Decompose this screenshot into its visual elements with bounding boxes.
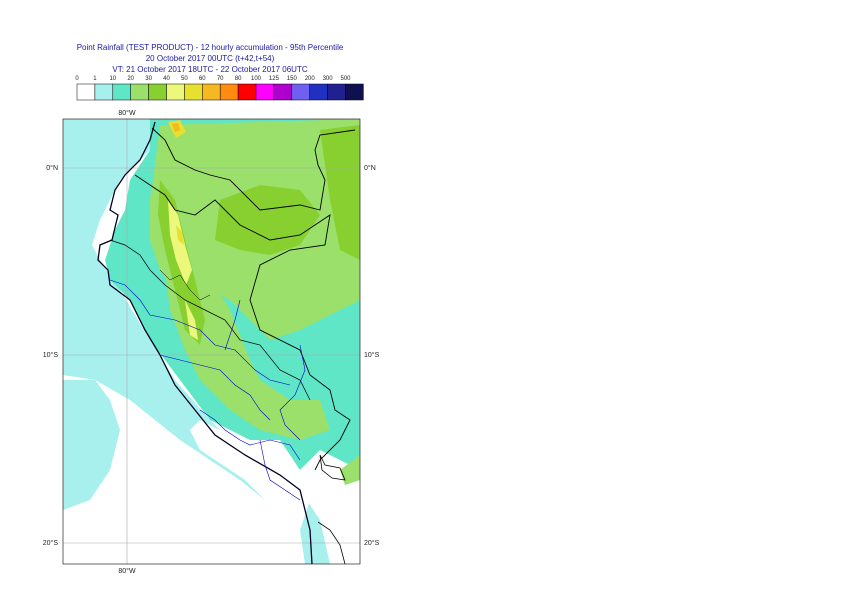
legend-tick-label: 80	[235, 76, 242, 82]
country-border	[151, 127, 356, 211]
ocean-rain-area	[63, 380, 120, 510]
heavier-rain-area	[320, 125, 360, 260]
ocean-rain-area	[63, 125, 120, 165]
country-border	[317, 521, 346, 564]
color-scale-legend: 0 1 10 20 30 40 50 60 70 80 100 125 150 200 300 500	[75, 76, 364, 101]
lat-label-20s: 20°S	[43, 539, 59, 547]
lake-titicaca	[319, 454, 346, 481]
lat-label-10s-right: 10°S	[364, 351, 380, 359]
heavy-rain-cell	[176, 225, 184, 245]
legend-tick-label: 500	[340, 76, 351, 82]
legend-tick-label: 20	[127, 76, 134, 82]
lon-label-top: 80°W	[118, 109, 136, 117]
legend-tick-label: 100	[251, 76, 262, 82]
coastline	[97, 121, 313, 564]
extreme-rain-cell	[172, 123, 180, 132]
legend-tick-label: 125	[269, 76, 280, 82]
legend-tick-label: 300	[323, 76, 334, 82]
map-frame	[62, 118, 361, 565]
lat-label-0n: 0°N	[46, 164, 58, 172]
region-border	[224, 299, 241, 351]
map-fill-layer	[63, 119, 360, 564]
moderate-rain-area	[340, 455, 360, 485]
lon-label-bottom: 80°W	[118, 567, 136, 575]
heavy-rain-cell	[185, 300, 198, 340]
dry-area	[190, 420, 330, 564]
moderate-rain-area	[165, 240, 330, 440]
legend-tick-label: 1	[93, 76, 97, 82]
legend-tick-label: 70	[217, 76, 224, 82]
region-border	[259, 439, 301, 501]
heavier-rain-area	[215, 185, 320, 255]
legend-tick-label: 10	[109, 76, 116, 82]
chart-title: Point Rainfall (TEST PRODUCT) - 12 hourl…	[76, 43, 344, 52]
legend-swatch	[345, 83, 364, 101]
legend-tick-label: 40	[163, 76, 170, 82]
region-border	[279, 344, 306, 441]
forecast-run-time: 20 October 2017 00UTC (t+42,t+54)	[145, 54, 275, 63]
validity-time: VT: 21 October 2017 18UTC - 22 October 2…	[112, 65, 308, 74]
region-border	[109, 279, 291, 386]
region-border	[159, 269, 211, 301]
legend-tick-label: 200	[305, 76, 316, 82]
legend-tick-label: 50	[181, 76, 188, 82]
lat-label-20s-right: 20°S	[364, 539, 380, 547]
legend-tick-label: 30	[145, 76, 152, 82]
legend-tick-label: 150	[287, 76, 298, 82]
legend-tick-label: 0	[75, 76, 79, 82]
heavy-rain-cell	[168, 200, 192, 285]
country-border	[109, 239, 311, 401]
country-border	[134, 174, 351, 471]
lat-label-0n-right: 0°N	[364, 164, 376, 172]
region-border	[159, 354, 271, 421]
lat-label-10s: 10°S	[43, 351, 59, 359]
legend-tick-label: 60	[199, 76, 206, 82]
region-border	[199, 409, 301, 461]
